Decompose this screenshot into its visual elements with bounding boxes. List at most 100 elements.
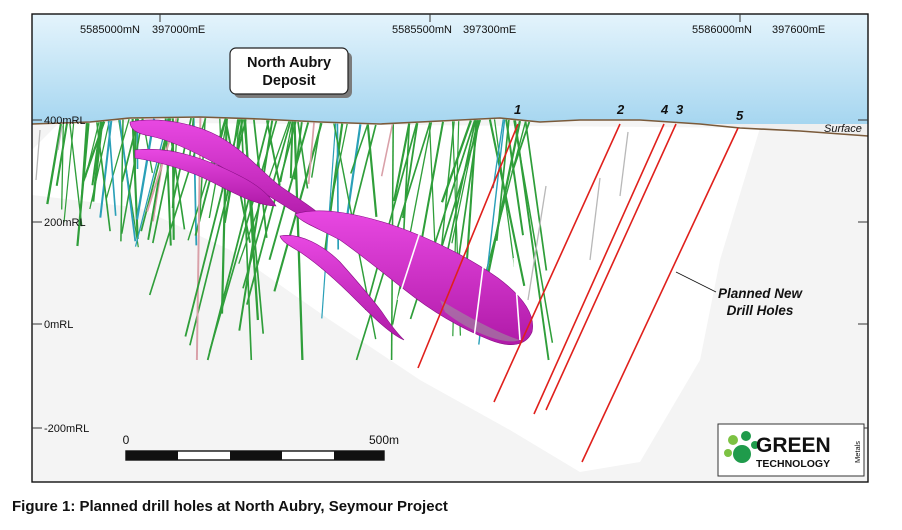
existing-drill-hole <box>243 119 265 334</box>
surface-label: Surface <box>824 123 862 135</box>
existing-drill-hole <box>208 120 278 353</box>
scale-bar-segment <box>230 451 282 460</box>
scale-bar-start-label: 0 <box>123 433 130 447</box>
ore-body <box>129 119 533 345</box>
existing-drill-hole <box>505 119 524 236</box>
existing-drill-hole <box>619 131 629 197</box>
existing-drill-hole <box>442 120 477 271</box>
grid-label-northing-1: 5585000mN <box>80 24 140 36</box>
top-grid: 5585000mN 397000mE 5585500mN 397300mE 55… <box>80 14 825 36</box>
planned-drill-holes <box>417 123 739 463</box>
planned-hole-label-4: 4 <box>660 102 669 117</box>
sky-area <box>32 14 868 124</box>
logo-leaf-icon <box>741 431 751 441</box>
existing-drill-hole <box>293 121 303 180</box>
elevation-label-0: 0mRL <box>44 319 73 331</box>
existing-drill-hole <box>392 122 433 325</box>
logo-word-metals: Metals <box>853 441 862 463</box>
logo-leaf-icon <box>724 449 732 457</box>
existing-drill-hole <box>307 122 315 185</box>
existing-drill-hole <box>589 177 601 261</box>
logo-leaf-icon <box>733 445 751 463</box>
planned-hole-2 <box>493 123 621 403</box>
existing-drill-hole <box>96 122 111 232</box>
logo-leaf-icon <box>751 441 759 449</box>
existing-drill-hole <box>524 121 548 271</box>
planned-hole-label-5: 5 <box>736 108 744 123</box>
ore-body-shadow <box>440 300 520 342</box>
planned-hole-3 <box>545 123 677 411</box>
logo-word-technology: TECHNOLOGY <box>756 458 830 470</box>
existing-drill-hole <box>120 118 144 234</box>
planned-hole-label-3: 3 <box>676 102 684 117</box>
planned-hole-5 <box>581 127 739 463</box>
existing-drill-hole <box>134 118 169 247</box>
planned-hole-1 <box>417 123 519 369</box>
logo-leaf-icon <box>728 435 738 445</box>
existing-drill-hole <box>350 124 369 174</box>
white-trace <box>397 231 421 301</box>
grid-label-easting-2: 397300mE <box>463 24 516 36</box>
white-drill-traces <box>397 231 521 341</box>
existing-drill-hole <box>107 121 117 216</box>
existing-drill-hole <box>57 125 63 151</box>
existing-drill-hole <box>513 120 554 343</box>
elevation-label-minus200: -200mRL <box>44 423 89 435</box>
scale-bar-segment <box>334 451 384 460</box>
elevation-label-200: 200mRL <box>44 217 86 229</box>
planned-hole-label-2: 2 <box>616 102 625 117</box>
planned-label-line2: Drill Holes <box>727 303 794 318</box>
elevation-axis: 400mRL 200mRL 0mRL -200mRL <box>32 115 868 435</box>
existing-drill-hole <box>55 123 68 186</box>
existing-drill-hole <box>105 118 130 199</box>
existing-drill-hole <box>492 119 504 189</box>
existing-drill-hole <box>527 185 547 301</box>
deposit-title-box: North Aubry Deposit <box>229 47 352 98</box>
existing-drill-hole <box>393 123 411 202</box>
company-logo: GREEN TECHNOLOGY Metals <box>717 423 865 477</box>
scale-bar: 0 500m <box>123 433 399 461</box>
existing-drill-hole <box>366 124 378 218</box>
planned-hole-label-1: 1 <box>514 102 521 117</box>
existing-drill-hole <box>61 123 64 210</box>
existing-drill-hole <box>380 124 394 177</box>
existing-drill-hole <box>511 121 531 173</box>
ore-body-lower-lens <box>134 148 277 207</box>
grid-label-easting-1: 397000mE <box>152 24 205 36</box>
ore-body-splay <box>279 235 405 341</box>
grid-label-easting-3: 397600mE <box>772 24 825 36</box>
figure-caption: Figure 1: Planned drill holes at North A… <box>12 498 448 515</box>
existing-drill-hole <box>268 122 310 261</box>
model-volume <box>32 122 760 472</box>
existing-drill-hole <box>63 123 75 223</box>
existing-drill-hole <box>82 121 106 182</box>
grid-label-northing-3: 5586000mN <box>692 24 752 36</box>
existing-drill-hole <box>46 123 63 205</box>
white-trace <box>513 257 521 341</box>
existing-drill-hole <box>488 119 526 287</box>
existing-drill-hole <box>289 121 294 179</box>
ore-body-main-shoot <box>294 210 533 345</box>
frame-border <box>31 13 869 483</box>
existing-drill-hole <box>246 121 297 305</box>
surface-line <box>31 116 869 137</box>
planned-label-leader <box>675 271 717 293</box>
grid-label-northing-2: 5585500mN <box>392 24 452 36</box>
existing-drill-hole <box>80 123 88 199</box>
title-line1: North Aubry <box>247 55 331 71</box>
elevation-label-400: 400mRL <box>44 115 86 127</box>
existing-drill-hole <box>35 129 41 181</box>
existing-drill-hole <box>331 123 348 199</box>
scale-bar-end-label: 500m <box>369 433 399 447</box>
scale-bar-segment <box>126 451 178 460</box>
white-trace <box>473 243 487 339</box>
existing-drill-hole <box>265 120 281 186</box>
planned-hole-4 <box>533 123 665 415</box>
existing-drill-hole <box>440 120 472 203</box>
title-line2: Deposit <box>262 73 315 89</box>
existing-drill-hole <box>195 117 202 361</box>
planned-label-line1: Planned New <box>718 286 804 301</box>
title-box <box>229 47 349 95</box>
logo-word-green: GREEN <box>756 434 831 457</box>
